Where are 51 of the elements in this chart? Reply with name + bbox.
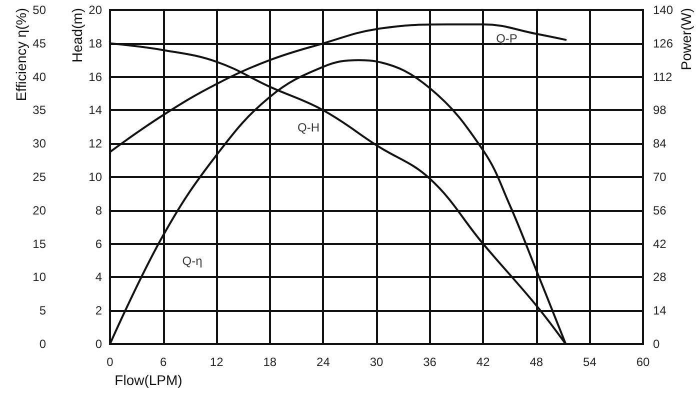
y3-tick-label: 35: [32, 103, 46, 118]
y3-tick-label: 30: [32, 136, 46, 151]
x-tick-label: 6: [160, 355, 167, 369]
y3-tick-label: 15: [32, 236, 46, 251]
y2-tick-label: 42: [653, 236, 667, 251]
y-tick-label: 20: [88, 3, 102, 17]
x-tick-label: 42: [476, 355, 490, 369]
y2-tick-label: 28: [653, 270, 667, 284]
y-tick-label: 16: [88, 70, 102, 84]
y3-tick-label: 10: [32, 270, 46, 284]
y-tick-label: 8: [95, 203, 102, 218]
y-tick-label: 10: [88, 170, 102, 184]
y-tick-label: 0: [95, 337, 102, 351]
y3-tick-label: 5: [39, 304, 46, 318]
y-tick-label: 4: [95, 270, 102, 284]
y2-tick-label: 14: [653, 304, 667, 318]
y3-tick-label: 25: [32, 170, 46, 184]
y2-tick-label: 98: [653, 103, 667, 118]
x-axis-title: Flow(LPM): [114, 372, 182, 388]
series-label: Q-P: [496, 31, 518, 46]
y2-tick-label: 70: [653, 170, 667, 184]
y2-tick-label: 112: [653, 70, 672, 84]
y3-tick-label: 50: [32, 3, 46, 17]
y-tick-label: 14: [88, 103, 102, 118]
y-tick-label: 12: [88, 136, 102, 151]
y3-tick-label: 45: [32, 36, 46, 50]
x-tick-label: 0: [106, 355, 114, 369]
x-tick-label: 60: [636, 355, 650, 369]
y-tick-label: 2: [95, 304, 102, 318]
x-tick-label: 30: [370, 355, 384, 369]
x-tick-label: 48: [530, 355, 544, 369]
y3-tick-label: 40: [32, 70, 46, 84]
y-axis-title: Head(m): [69, 8, 85, 62]
y-tick-label: 6: [95, 236, 102, 251]
series-label: Q-H: [298, 120, 320, 134]
y3-tick-label: 20: [32, 203, 46, 218]
x-tick-label: 18: [263, 355, 277, 369]
x-tick-label: 12: [210, 355, 224, 369]
y3-tick-label: 0: [39, 337, 46, 351]
x-tick-label: 54: [583, 355, 597, 369]
x-tick-label: 36: [423, 355, 437, 369]
y3-axis-title: Efficiency η(%): [13, 8, 29, 102]
y2-tick-label: 0: [653, 337, 660, 351]
y2-axis-title: Power(W): [678, 8, 694, 70]
y2-tick-label: 140: [653, 3, 674, 17]
y2-tick-label: 84: [653, 136, 667, 151]
x-tick-label: 24: [316, 355, 330, 369]
y-tick-label: 18: [88, 36, 102, 50]
y2-tick-label: 126: [653, 36, 674, 50]
y2-tick-label: 56: [653, 203, 667, 218]
text: Q-η: [182, 254, 202, 268]
